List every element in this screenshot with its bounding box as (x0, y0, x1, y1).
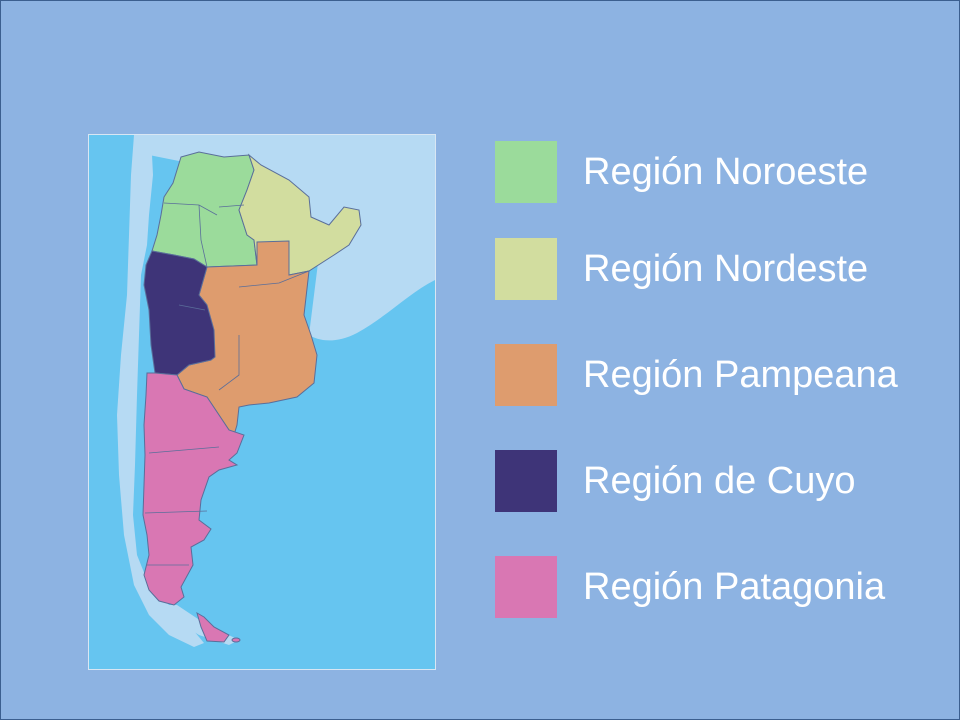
province-borders (144, 202, 310, 566)
region-patagonia (142, 372, 245, 606)
neighbor-land-chile (117, 135, 204, 647)
legend-label-nordeste: Región Nordeste (583, 248, 869, 290)
legend-item-patagonia: Región Patagonia (495, 556, 945, 618)
islas-malvinas (231, 637, 241, 643)
legend-item-pampeana: Región Pampeana (495, 344, 945, 406)
region-cuyo (143, 250, 216, 376)
map-svg (89, 135, 435, 669)
neighbor-land-east (149, 135, 435, 341)
region-patagonia-tierra-del-fuego (196, 611, 230, 643)
legend-item-noroeste: Región Noroeste (495, 141, 945, 203)
legend-swatch-patagonia (495, 556, 557, 618)
legend-label-noroeste: Región Noroeste (583, 151, 869, 193)
legend-swatch-pampeana (495, 344, 557, 406)
legend-swatch-cuyo (495, 450, 557, 512)
legend-label-pampeana: Región Pampeana (583, 354, 898, 396)
legend-label-patagonia: Región Patagonia (583, 566, 886, 608)
legend-swatch-nordeste (495, 238, 557, 300)
argentina-regions-map (88, 134, 436, 670)
legend-label-cuyo: Región de Cuyo (583, 460, 856, 502)
legend-item-cuyo: Región de Cuyo (495, 450, 945, 512)
legend-item-nordeste: Región Nordeste (495, 238, 945, 300)
legend-swatch-noroeste (495, 141, 557, 203)
